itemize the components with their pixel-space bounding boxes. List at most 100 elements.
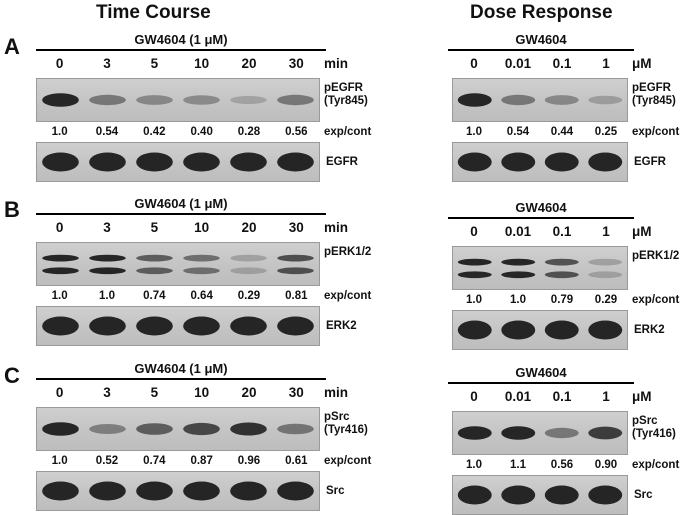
blot-band [457,485,492,505]
panel-b-time-lane-label: 3 [103,220,111,235]
panel-c-time-total-label: Src [326,485,345,497]
blot-band [588,258,623,266]
panel-a-dose-lane-label: 0.01 [504,56,532,71]
panel-a-dose-quant-value: 0.44 [550,126,574,138]
blot-band [544,485,579,505]
panel-c-time-quant-value: 0.74 [143,455,166,467]
blot-band [457,320,492,340]
band-layer [42,152,314,172]
panel-a-time-phospho-blot [36,78,320,122]
band-layer [457,258,623,279]
panel-c-time-lane-label: 0 [55,385,64,400]
panel-a-dose-phospho-blot [452,78,628,122]
panel-a-time-treatment-bar [36,49,326,51]
panel-b-time-quant-label: exp/cont [324,290,372,302]
panel-a-dose-total-blot [452,142,628,182]
panel-a-dose-unit: μM [632,56,652,71]
panel-a-time-quant-label: exp/cont [324,126,372,138]
blot-band [230,152,267,172]
panel-b-time-quant-value: 1.0 [51,290,68,302]
panel-c-time-quant-value: 0.61 [285,455,308,467]
panel-b-time-lane-labels: 0 3 5 10 20 30 [36,220,320,235]
panel-a-time-quant-value: 1.0 [51,126,68,138]
blot-band [501,152,536,172]
panel-c-time-quant-value: 0.52 [95,455,119,467]
panel-c-dose-lane-labels: 0 0.01 0.1 1 [452,389,628,404]
panel-c-dose-quant-value: 1.0 [466,459,482,471]
blot-band [42,481,79,501]
panel-a-time-quant-value: 0.40 [190,126,213,138]
panel-b-time-quant-value: 0.64 [190,290,213,302]
panel-a-dose-treatment-bar [448,49,634,51]
blot-band [136,254,173,262]
panel-c-time-lane-label: 30 [288,385,304,400]
blot-band [183,95,220,105]
blot-band [277,152,314,172]
blot-band [457,258,492,266]
blot-band [42,422,79,436]
panel-c-dose-quant-value: 0.90 [594,459,618,471]
blot-band [183,267,220,275]
blot-band [588,152,623,172]
panel-c-time-quant-value: 0.96 [237,455,261,467]
panel-a-dose-lane-label: 0.1 [552,56,572,71]
panel-b-dose-unit: μM [632,224,652,239]
panel-c-time-phospho-label: pSrc (Tyr416) [324,411,368,436]
panel-c-dose-lane-label: 0 [470,389,478,404]
panel-b-time-lane-label: 5 [150,220,159,235]
panel-a-time-total-blot [36,142,320,182]
panel-a-time-treatment: GW4604 (1 μM) [134,32,228,47]
panel-a-time-lane-label: 5 [150,56,159,71]
panel-b-dose-quant-value: 1.0 [510,294,526,306]
panel-a-time-phospho-label: pEGFR (Tyr845) [324,82,368,107]
panel-c-time-quant-row: 1.0 0.52 0.74 0.87 0.96 0.61 [36,455,320,467]
blot-band [588,320,623,340]
blot-band [183,316,220,336]
blot-band [89,267,126,275]
blot-band [42,267,79,275]
panel-b-dose-lane-label: 0.1 [552,224,572,239]
blot-band [277,94,314,106]
time-course-heading: Time Course [96,2,211,23]
panel-b-time-phospho-blot [36,242,320,286]
panel-c-dose-phospho-label: pSrc (Tyr416) [632,415,676,440]
blot-band [544,427,579,439]
panel-a-dose-total-label: EGFR [634,156,666,168]
blot-band [277,267,314,275]
blot-band [89,481,126,501]
blot-band [277,423,314,435]
blot-band [89,316,126,336]
panel-c-dose-quant-value: 1.1 [510,459,526,471]
panel-a-dose-quant-value: 1.0 [466,126,482,138]
band-layer [42,254,314,275]
panel-b-time-lane-label: 0 [55,220,64,235]
panel-a-time-lane-label: 3 [103,56,111,71]
panel-b-dose-lane-label: 1 [602,224,610,239]
blot-band [501,94,536,106]
panel-c-dose-treatment: GW4604 [515,365,567,380]
panel-a-dose-treatment: GW4604 [515,32,567,47]
panel-b-time-quant-value: 1.0 [98,290,115,302]
blot-band [457,152,492,172]
panel-b-dose-quant-value: 0.79 [550,294,574,306]
panel-c-dose-unit: μM [632,389,652,404]
blot-band [588,485,623,505]
panel-c-dose-total-blot [452,475,628,515]
panel-b-time-quant-value: 0.81 [285,290,308,302]
band-layer [42,93,314,107]
blot-band [230,422,267,436]
blot-band [277,481,314,501]
panel-b-time-quant-row: 1.0 1.0 0.74 0.64 0.29 0.81 [36,290,320,302]
panel-a-dose-quant-value: 0.25 [594,126,618,138]
panel-b-time-total-label: ERK2 [326,320,357,332]
panel-c-time-treatment-bar [36,378,326,380]
blot-band [588,271,623,279]
blot-band [501,320,536,340]
band-layer [42,422,314,436]
band-layer [457,152,623,172]
panel-c-time-lane-label: 5 [150,385,159,400]
blot-band [277,254,314,262]
blot-band [230,254,267,262]
band-layer [457,93,623,107]
blot-band [89,94,126,106]
